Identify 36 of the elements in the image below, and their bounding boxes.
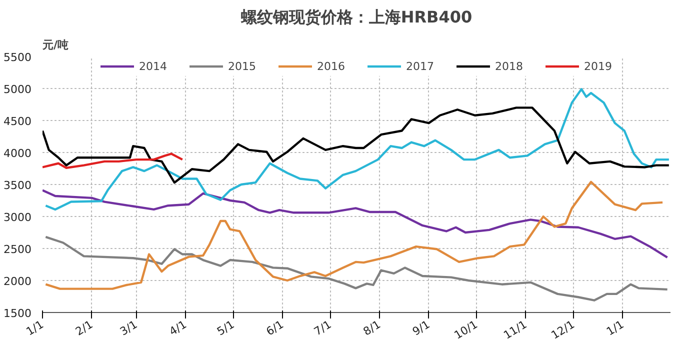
y-tick-label: 1500 [4, 307, 32, 320]
legend-label: 2017 [406, 60, 434, 72]
x-tick-label: 11/1 [501, 318, 530, 342]
x-tick-label: 2/1 [73, 318, 96, 338]
x-tick-label: 4/1 [167, 318, 189, 338]
y-tick-label: 4500 [4, 115, 32, 128]
x-tick-label: 10/1 [452, 318, 480, 342]
x-tick-label: 1/1 [604, 318, 626, 338]
legend-label: 2016 [317, 60, 345, 72]
x-tick-label: 8/1 [361, 318, 383, 338]
y-tick-label: 2000 [4, 275, 32, 288]
y-tick-label: 3500 [4, 179, 32, 192]
y-tick-label: 2500 [4, 243, 32, 256]
x-tick-label: 7/1 [312, 318, 334, 338]
line-series [44, 236, 668, 302]
x-tick-label: 5/1 [214, 318, 237, 338]
y-tick-label: 5000 [4, 83, 32, 96]
line-series [44, 88, 670, 211]
line-series [42, 106, 670, 184]
y-tick-label: 4000 [4, 147, 32, 160]
x-tick-label: 3/1 [118, 318, 140, 338]
legend-label: 2018 [495, 60, 523, 72]
y-axis-title: 元/吨 [42, 38, 69, 52]
legend-label: 2014 [139, 60, 167, 72]
y-tick-label: 3000 [4, 211, 32, 224]
x-tick-label: 12/1 [549, 318, 577, 342]
x-tick-label: 9/1 [410, 318, 432, 338]
chart-title: 螺纹钢现货价格：上海HRB400 [240, 8, 472, 26]
line-series [44, 180, 664, 290]
line-series [42, 189, 668, 259]
legend-label: 2019 [584, 60, 612, 72]
y-tick-label: 5500 [4, 51, 32, 64]
legend-label: 2015 [228, 60, 256, 72]
x-tick-label: 6/1 [264, 318, 286, 338]
x-tick-label: 1/1 [24, 318, 46, 338]
line-series [42, 152, 184, 169]
